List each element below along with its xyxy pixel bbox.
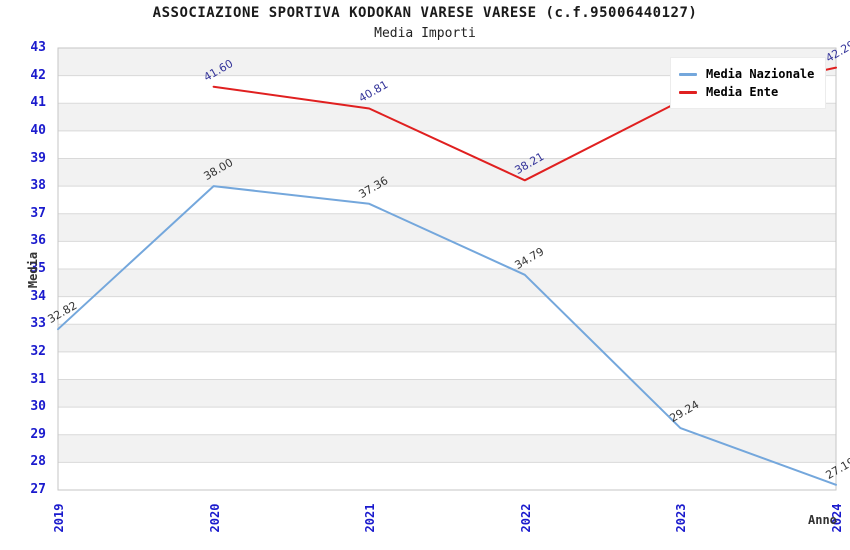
plot-band (58, 186, 836, 214)
y-tick-label: 34 (30, 288, 46, 304)
plot-border (57, 47, 837, 491)
plot-band (58, 434, 836, 463)
series-line-media-nazionale (57, 185, 837, 486)
y-tick-label: 41 (30, 95, 46, 111)
plot-band (58, 213, 836, 242)
line-swatch-icon (679, 90, 697, 94)
plot-band (58, 296, 836, 325)
y-tick-label: 39 (30, 150, 46, 166)
legend-item-media-nazionale: Media Nazionale (679, 66, 819, 82)
plot-band (58, 324, 836, 352)
plot-band (58, 269, 836, 297)
plot-band (58, 379, 836, 408)
y-tick-label: 43 (30, 40, 46, 55)
x-axis-title: Anno (808, 513, 837, 527)
y-tick-label: 38 (30, 178, 46, 194)
x-tick-label: 2020 (207, 503, 222, 533)
y-axis-title: Media (26, 251, 40, 289)
plot-band (58, 158, 836, 187)
y-tick-label: 35 (30, 261, 46, 276)
plot-band (58, 407, 836, 435)
y-tick-label: 31 (30, 371, 46, 387)
y-tick-label: 36 (30, 233, 46, 249)
legend-label: Media Ente (706, 85, 779, 99)
y-tick-label: 27 (30, 482, 46, 497)
x-tick-label: 2022 (518, 503, 533, 533)
line-swatch-icon (679, 72, 697, 76)
legend: Media Nazionale Media Ente (670, 57, 826, 109)
y-tick-label: 30 (30, 399, 46, 415)
y-tick-label: 28 (30, 454, 46, 470)
plot-band (58, 241, 836, 269)
plot-band (58, 462, 836, 490)
chart-subtitle: Media Importi (374, 26, 476, 41)
x-tick-label: 2023 (674, 503, 689, 533)
legend-label: Media Nazionale (706, 67, 815, 81)
y-tick-label: 29 (30, 426, 46, 442)
legend-item-media-ente: Media Ente (679, 84, 819, 100)
y-tick-label: 32 (30, 343, 46, 359)
y-tick-label: 37 (30, 205, 46, 221)
y-tick-label: 40 (30, 122, 46, 138)
y-tick-label: 42 (30, 67, 46, 83)
x-tick-label: 2021 (363, 503, 378, 533)
y-tick-label: 33 (30, 316, 46, 332)
x-tick-label: 2019 (52, 503, 66, 533)
plot-band (58, 351, 836, 380)
chart-title: ASSOCIAZIONE SPORTIVA KODOKAN VARESE VAR… (152, 5, 698, 21)
